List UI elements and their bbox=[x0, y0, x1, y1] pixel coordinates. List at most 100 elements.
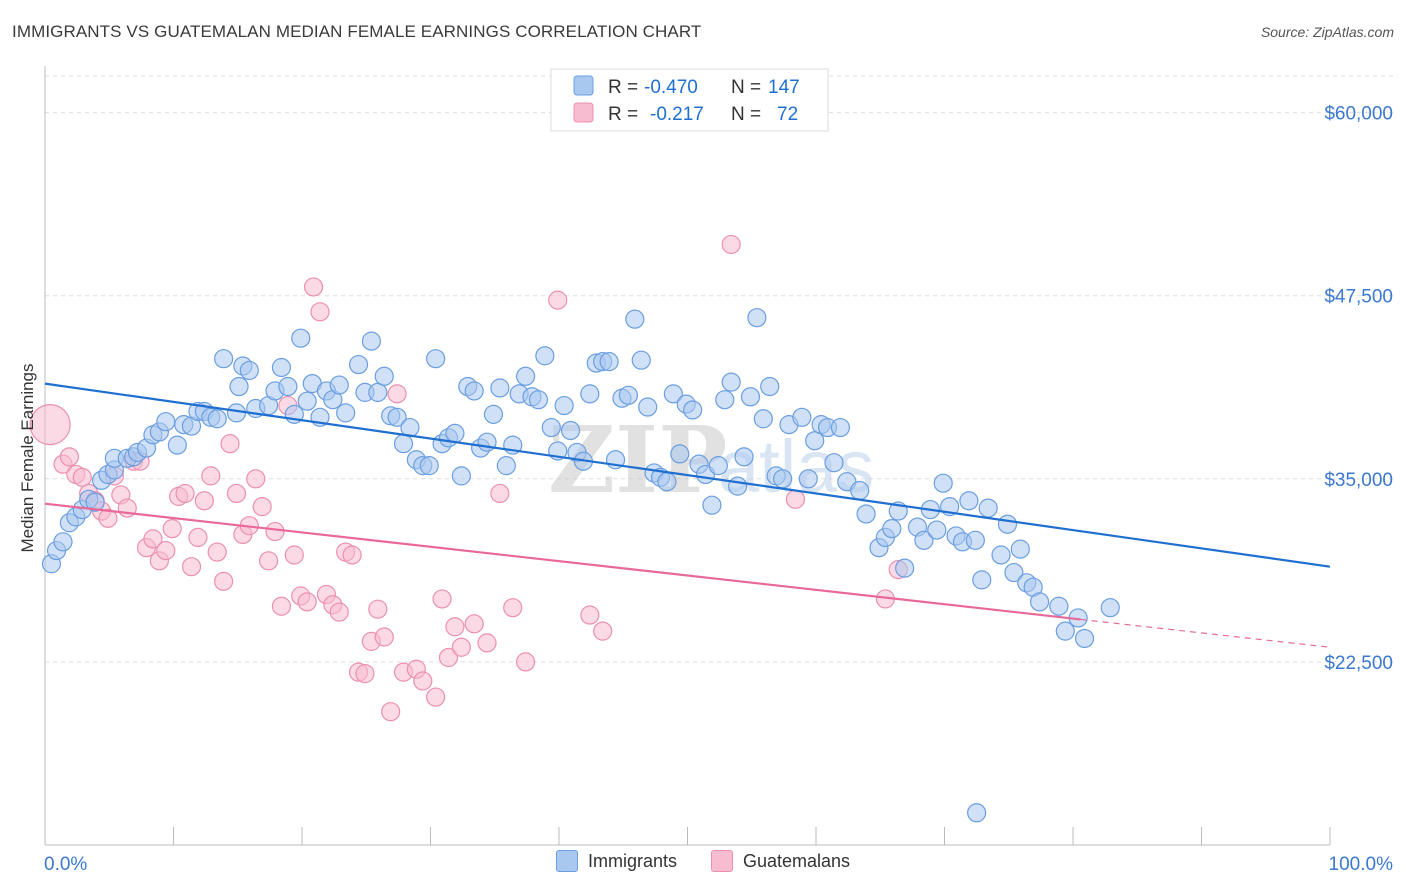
immigrants-point bbox=[599, 352, 619, 372]
immigrants-point bbox=[895, 558, 915, 578]
y-tick-label: $47,500 bbox=[1324, 287, 1393, 308]
guatemalans-point bbox=[580, 605, 600, 625]
immigrants-point bbox=[393, 434, 414, 454]
guatemalans-point bbox=[72, 467, 92, 487]
immigrants-point bbox=[914, 530, 934, 550]
y-tick-label: $35,000 bbox=[1324, 470, 1393, 491]
chart-title: IMMIGRANTS VS GUATEMALAN MEDIAN FEMALE E… bbox=[12, 22, 702, 41]
immigrants-point bbox=[638, 397, 658, 417]
source-label: Source: ZipAtlas.com bbox=[1260, 24, 1394, 40]
guatemalans-point bbox=[265, 521, 285, 542]
legend-swatch bbox=[710, 850, 733, 872]
immigrants-point bbox=[721, 372, 741, 392]
guatemalans-point bbox=[297, 592, 317, 612]
immigrants-point bbox=[1004, 562, 1024, 583]
guatemalans-point bbox=[368, 599, 388, 619]
immigrants-point bbox=[297, 391, 317, 411]
immigrants-point bbox=[792, 407, 812, 427]
immigrants-point bbox=[978, 498, 998, 518]
guatemalans-point bbox=[162, 519, 182, 539]
guatemalans-point bbox=[374, 627, 394, 647]
immigrants-point bbox=[1010, 539, 1030, 559]
immigrants-point bbox=[387, 407, 407, 427]
guatemalans-point bbox=[426, 687, 446, 707]
guatemalans-point bbox=[438, 647, 459, 668]
legend-n-label-2: N = bbox=[731, 104, 761, 125]
immigrants-point bbox=[580, 384, 600, 404]
immigrants-point bbox=[1055, 621, 1075, 641]
immigrants-point bbox=[965, 530, 985, 550]
guatemalans-point bbox=[252, 497, 272, 517]
guatemalans-point bbox=[303, 277, 324, 297]
immigrants-point bbox=[229, 376, 249, 397]
guatemalans-point bbox=[194, 491, 214, 511]
immigrants-point bbox=[997, 514, 1018, 534]
immigrants-point bbox=[515, 366, 536, 386]
immigrants-point bbox=[207, 409, 227, 429]
legend-r-value-1: -0.470 bbox=[644, 77, 698, 98]
guatemalans-point bbox=[342, 545, 362, 565]
guatemalans-point bbox=[29, 404, 71, 446]
legend-r-value-2: -0.217 bbox=[650, 104, 704, 125]
guatemalans-point bbox=[477, 633, 497, 653]
immigrants-point bbox=[426, 349, 446, 369]
guatemalans-point bbox=[181, 557, 202, 577]
axes bbox=[44, 66, 1331, 846]
guatemalans-point bbox=[490, 483, 510, 504]
guatemalans-point bbox=[464, 614, 484, 634]
immigrants-point bbox=[753, 409, 773, 429]
immigrants-point bbox=[798, 469, 818, 489]
immigrants-point bbox=[483, 404, 504, 424]
legend-bottom: Immigrants Guatemalans bbox=[0, 850, 1406, 872]
y-axis-label: Median Female Earnings bbox=[18, 364, 37, 553]
x-tick-label: 100.0% bbox=[1329, 854, 1394, 875]
tick-labels: $22,500 $35,000 $47,500 $60,000 0.0% 100.0% bbox=[44, 104, 1393, 875]
immigrants-point bbox=[991, 545, 1011, 565]
guatemalans-point bbox=[381, 702, 401, 722]
immigrants-point bbox=[708, 456, 728, 476]
immigrants-point bbox=[772, 469, 793, 489]
legend-n-value-2: 72 bbox=[777, 104, 798, 125]
legend-swatch-immigrants bbox=[573, 75, 594, 96]
immigrants-point bbox=[1029, 592, 1050, 612]
legend-r-label-1: R = bbox=[608, 77, 638, 98]
guatemalans-point bbox=[143, 529, 163, 549]
guatemalans-point bbox=[188, 527, 208, 548]
immigrants-point bbox=[535, 346, 555, 366]
immigrants-point bbox=[329, 375, 349, 395]
immigrants-points bbox=[41, 308, 1120, 823]
immigrants-point bbox=[967, 803, 987, 823]
immigrants-point bbox=[657, 472, 677, 492]
immigrants-point bbox=[882, 519, 902, 539]
y-tick-label: $60,000 bbox=[1324, 104, 1393, 125]
immigrants-point bbox=[496, 456, 516, 476]
immigrants-point bbox=[824, 453, 844, 473]
guatemalans-point bbox=[329, 602, 349, 622]
guatemalans-point bbox=[515, 652, 536, 672]
immigrants-point bbox=[927, 520, 947, 540]
guatemalans-point bbox=[387, 384, 407, 404]
immigrants-point bbox=[1100, 598, 1120, 618]
immigrants-point bbox=[214, 349, 234, 369]
legend-label: Guatemalans bbox=[742, 850, 851, 871]
legend-item-immigrants[interactable]: Immigrants bbox=[555, 850, 677, 872]
guatemalans-point bbox=[220, 434, 240, 454]
guatemalans-point bbox=[175, 483, 195, 504]
guatemalans-point bbox=[548, 290, 568, 310]
immigrants-point bbox=[728, 476, 748, 496]
immigrants-point bbox=[156, 412, 176, 432]
legend-r-label-2: R = bbox=[608, 104, 638, 125]
immigrants-point bbox=[959, 491, 979, 511]
guatemalans-point bbox=[503, 598, 523, 618]
immigrants-point bbox=[850, 480, 870, 501]
immigrants-point bbox=[278, 376, 298, 397]
immigrants-point bbox=[670, 444, 690, 464]
guatemalans-point bbox=[451, 637, 471, 657]
guatemalans-point bbox=[156, 540, 176, 561]
guatemalans-point bbox=[355, 664, 375, 684]
legend-top: R = -0.470 N = 147 R = -0.217 N = 72 bbox=[550, 68, 829, 132]
immigrants-point bbox=[464, 381, 484, 401]
guatemalans-point bbox=[258, 551, 279, 571]
immigrants-point bbox=[528, 390, 549, 410]
legend-item-guatemalans[interactable]: Guatemalans bbox=[710, 850, 851, 872]
